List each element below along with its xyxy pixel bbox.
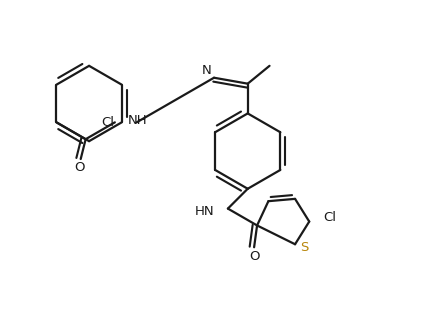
Text: N: N [201, 64, 211, 77]
Text: S: S [300, 241, 308, 254]
Text: Cl: Cl [323, 211, 336, 224]
Text: NH: NH [128, 114, 147, 127]
Text: O: O [249, 250, 259, 263]
Text: O: O [74, 162, 85, 174]
Text: Cl: Cl [101, 116, 114, 129]
Text: HN: HN [194, 205, 214, 218]
